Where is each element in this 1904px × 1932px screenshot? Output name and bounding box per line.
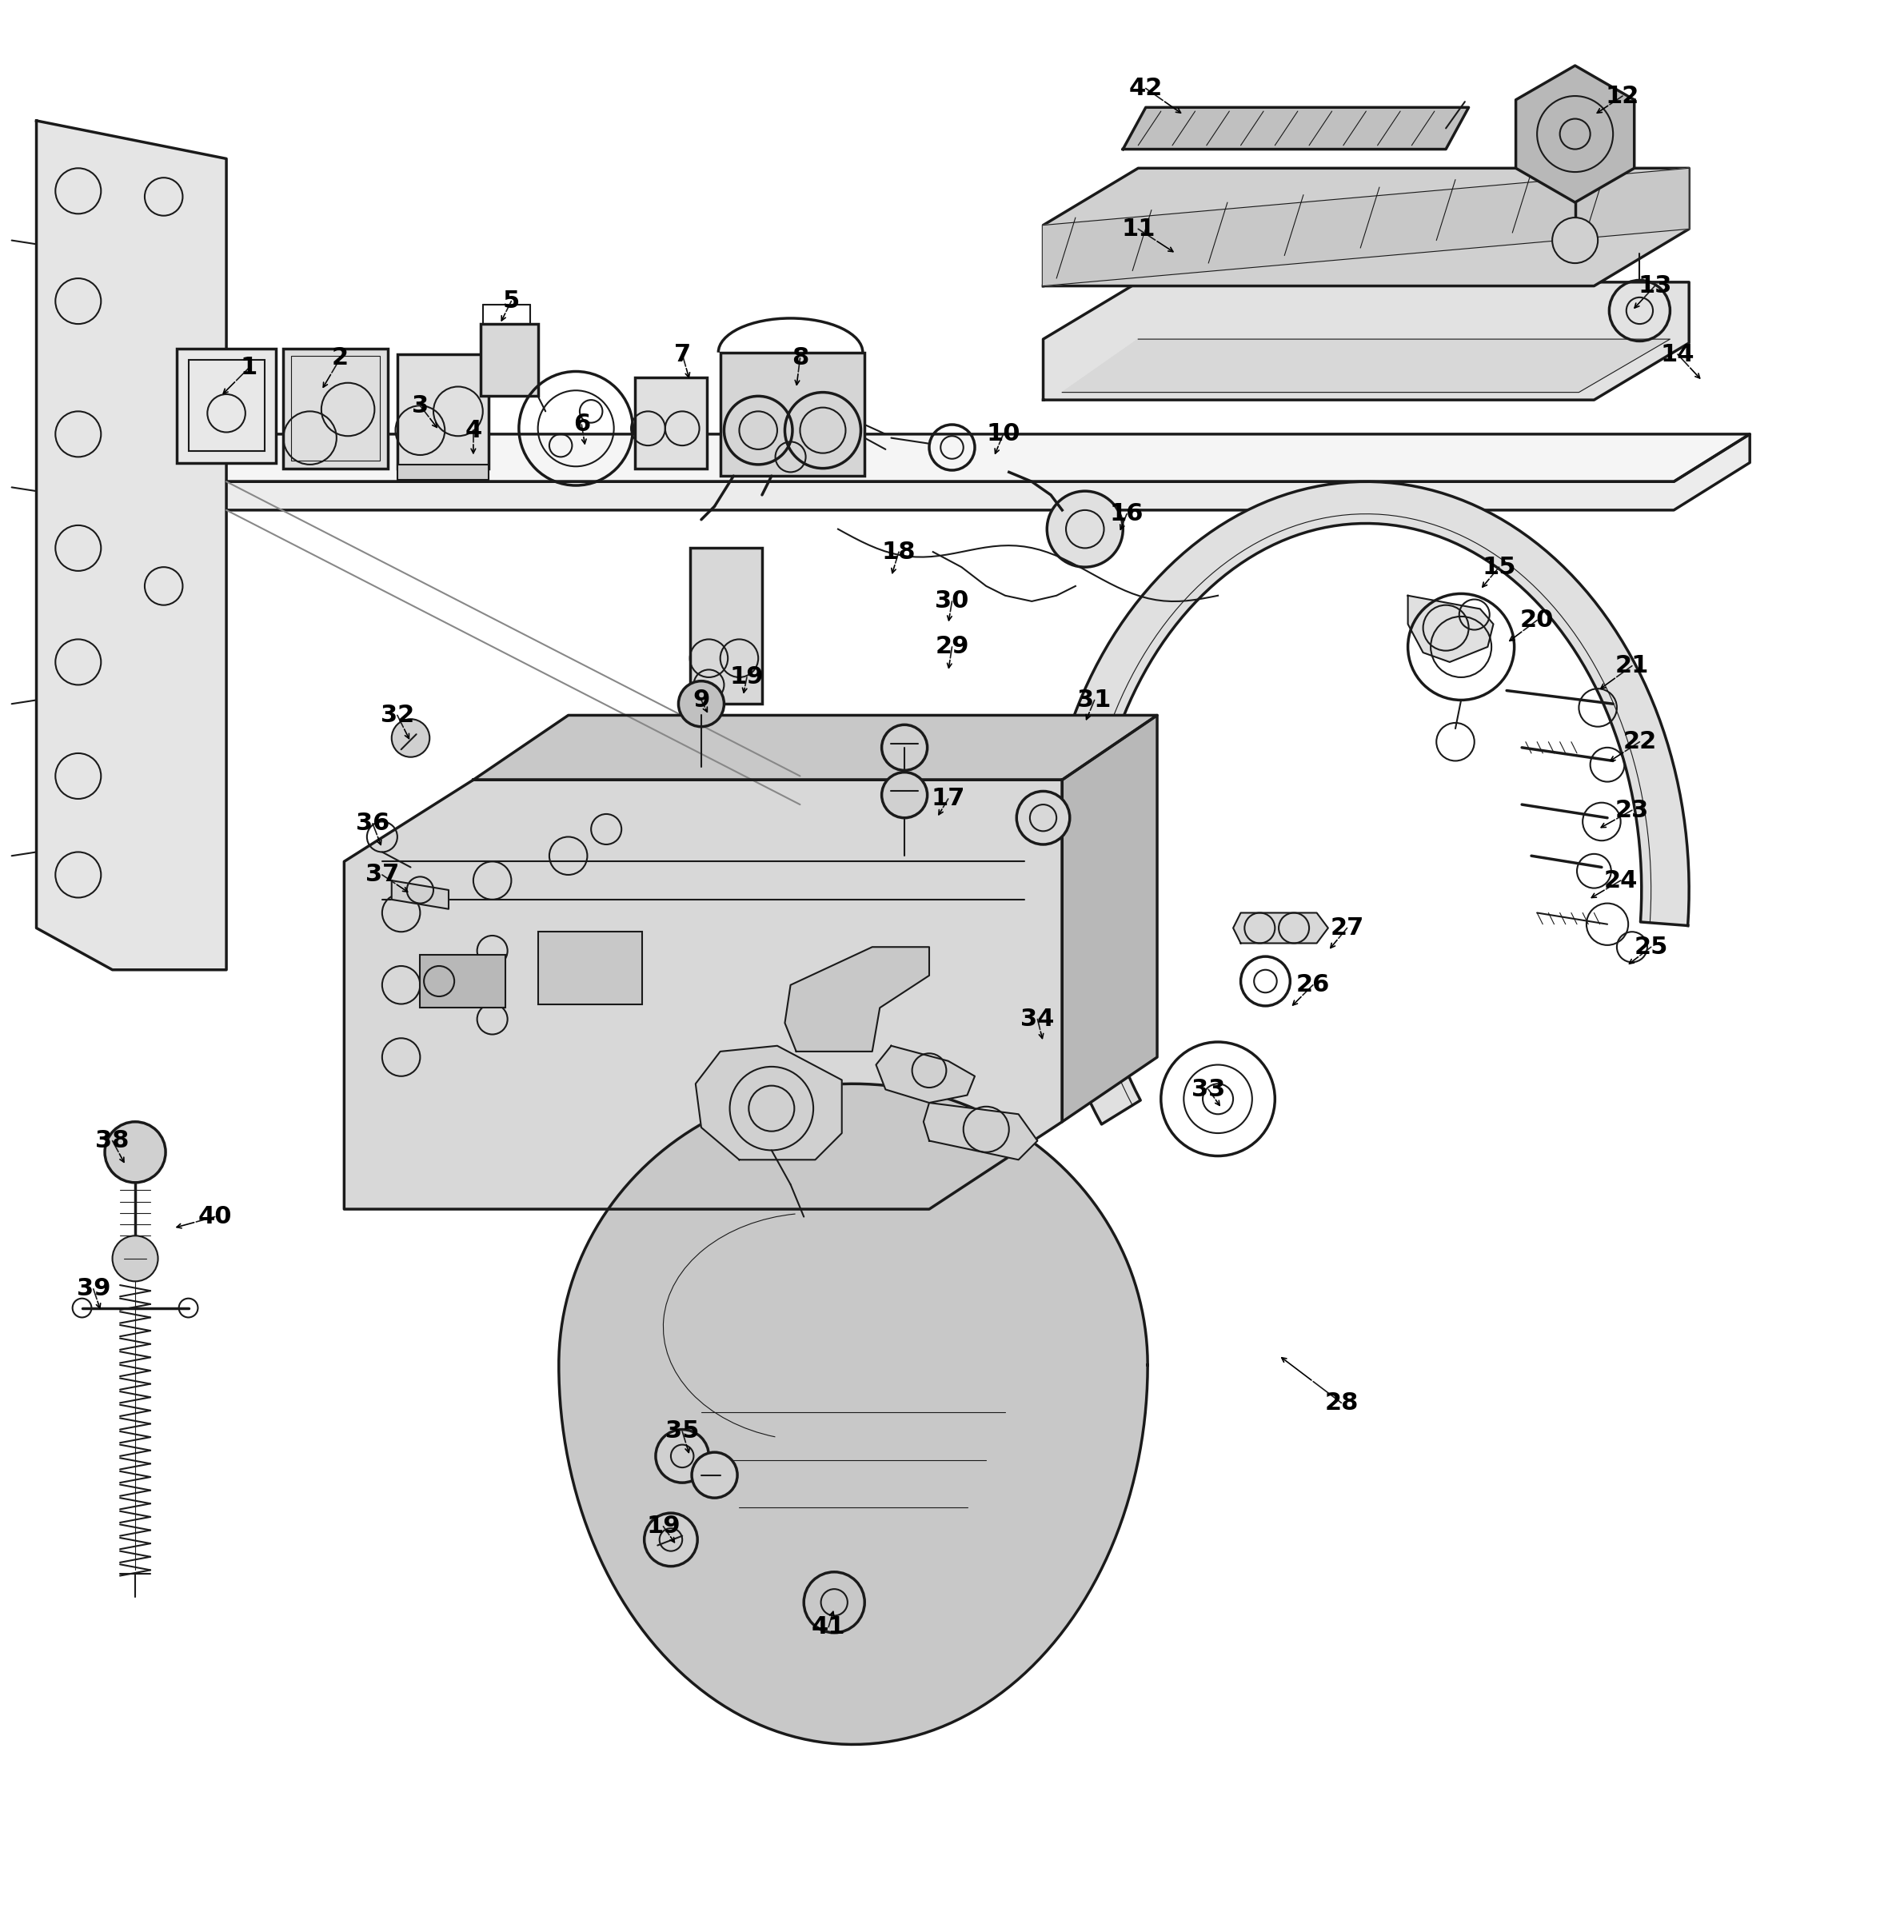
Text: 26: 26 xyxy=(1297,974,1329,997)
Text: 15: 15 xyxy=(1481,556,1516,580)
Polygon shape xyxy=(1407,595,1493,663)
Circle shape xyxy=(105,1122,166,1182)
Text: 33: 33 xyxy=(1192,1078,1226,1101)
Polygon shape xyxy=(36,120,227,970)
Polygon shape xyxy=(1516,66,1634,203)
Circle shape xyxy=(803,1573,864,1633)
Text: 32: 32 xyxy=(381,703,415,726)
Circle shape xyxy=(882,724,927,771)
Text: 16: 16 xyxy=(1110,502,1144,526)
Polygon shape xyxy=(345,781,1062,1209)
Text: 5: 5 xyxy=(503,290,520,313)
Circle shape xyxy=(392,719,430,757)
Text: 17: 17 xyxy=(931,786,965,810)
Polygon shape xyxy=(1234,912,1329,943)
Circle shape xyxy=(882,773,927,817)
Text: 9: 9 xyxy=(693,688,710,711)
Bar xyxy=(291,355,381,460)
Bar xyxy=(177,348,276,462)
Text: 27: 27 xyxy=(1331,916,1363,939)
Text: 10: 10 xyxy=(986,423,1021,446)
Bar xyxy=(689,549,762,703)
Text: 42: 42 xyxy=(1129,77,1163,100)
Polygon shape xyxy=(1043,168,1689,286)
Bar xyxy=(539,931,642,1005)
Text: 2: 2 xyxy=(331,346,348,369)
Polygon shape xyxy=(1123,108,1468,149)
Text: 28: 28 xyxy=(1325,1391,1358,1414)
Text: 12: 12 xyxy=(1605,85,1639,108)
Circle shape xyxy=(691,1453,737,1497)
Polygon shape xyxy=(97,435,1750,510)
Text: 38: 38 xyxy=(95,1128,129,1151)
Bar xyxy=(188,359,265,452)
Polygon shape xyxy=(1062,340,1670,392)
Bar xyxy=(398,464,489,479)
Text: 18: 18 xyxy=(882,541,916,564)
Bar xyxy=(720,352,864,475)
Polygon shape xyxy=(923,1103,1038,1159)
Text: 30: 30 xyxy=(935,589,969,612)
Circle shape xyxy=(112,1236,158,1281)
Polygon shape xyxy=(392,881,449,910)
Text: 35: 35 xyxy=(664,1420,699,1443)
Circle shape xyxy=(1017,792,1070,844)
Text: 21: 21 xyxy=(1615,655,1649,678)
Text: 25: 25 xyxy=(1634,935,1668,958)
Polygon shape xyxy=(1062,715,1158,1122)
Polygon shape xyxy=(876,1045,975,1103)
Text: 19: 19 xyxy=(729,667,764,690)
Text: 13: 13 xyxy=(1637,274,1672,298)
Circle shape xyxy=(644,1513,697,1567)
Circle shape xyxy=(1047,491,1123,568)
Polygon shape xyxy=(474,715,1158,781)
Bar xyxy=(482,325,539,396)
Polygon shape xyxy=(1043,168,1689,286)
Polygon shape xyxy=(1043,282,1689,400)
Text: 8: 8 xyxy=(792,346,809,369)
Text: 6: 6 xyxy=(573,413,590,437)
Bar xyxy=(634,377,706,468)
Text: 29: 29 xyxy=(935,636,969,659)
Polygon shape xyxy=(1043,481,1689,1124)
Text: 7: 7 xyxy=(674,342,691,365)
Text: 3: 3 xyxy=(411,394,428,417)
Text: 4: 4 xyxy=(465,419,482,442)
Circle shape xyxy=(655,1430,708,1482)
Text: 14: 14 xyxy=(1660,342,1695,365)
Text: 40: 40 xyxy=(198,1206,232,1229)
Text: 22: 22 xyxy=(1622,730,1656,753)
Text: 34: 34 xyxy=(1021,1009,1055,1032)
Text: 41: 41 xyxy=(811,1615,845,1638)
Polygon shape xyxy=(97,435,1750,481)
Text: 20: 20 xyxy=(1519,609,1554,632)
Text: 24: 24 xyxy=(1603,869,1637,893)
Polygon shape xyxy=(784,947,929,1051)
Text: 23: 23 xyxy=(1615,798,1649,821)
Text: 11: 11 xyxy=(1121,218,1156,242)
Bar xyxy=(421,954,506,1009)
Polygon shape xyxy=(560,1084,1148,1745)
Text: 36: 36 xyxy=(356,811,390,835)
Text: 39: 39 xyxy=(76,1277,110,1300)
Bar xyxy=(284,348,388,468)
Circle shape xyxy=(1552,218,1597,263)
Polygon shape xyxy=(695,1045,842,1159)
Text: 19: 19 xyxy=(645,1515,680,1538)
Text: 37: 37 xyxy=(366,864,400,887)
Text: 1: 1 xyxy=(240,355,257,379)
Circle shape xyxy=(678,682,724,726)
Text: 31: 31 xyxy=(1078,688,1112,711)
Bar xyxy=(398,354,489,468)
